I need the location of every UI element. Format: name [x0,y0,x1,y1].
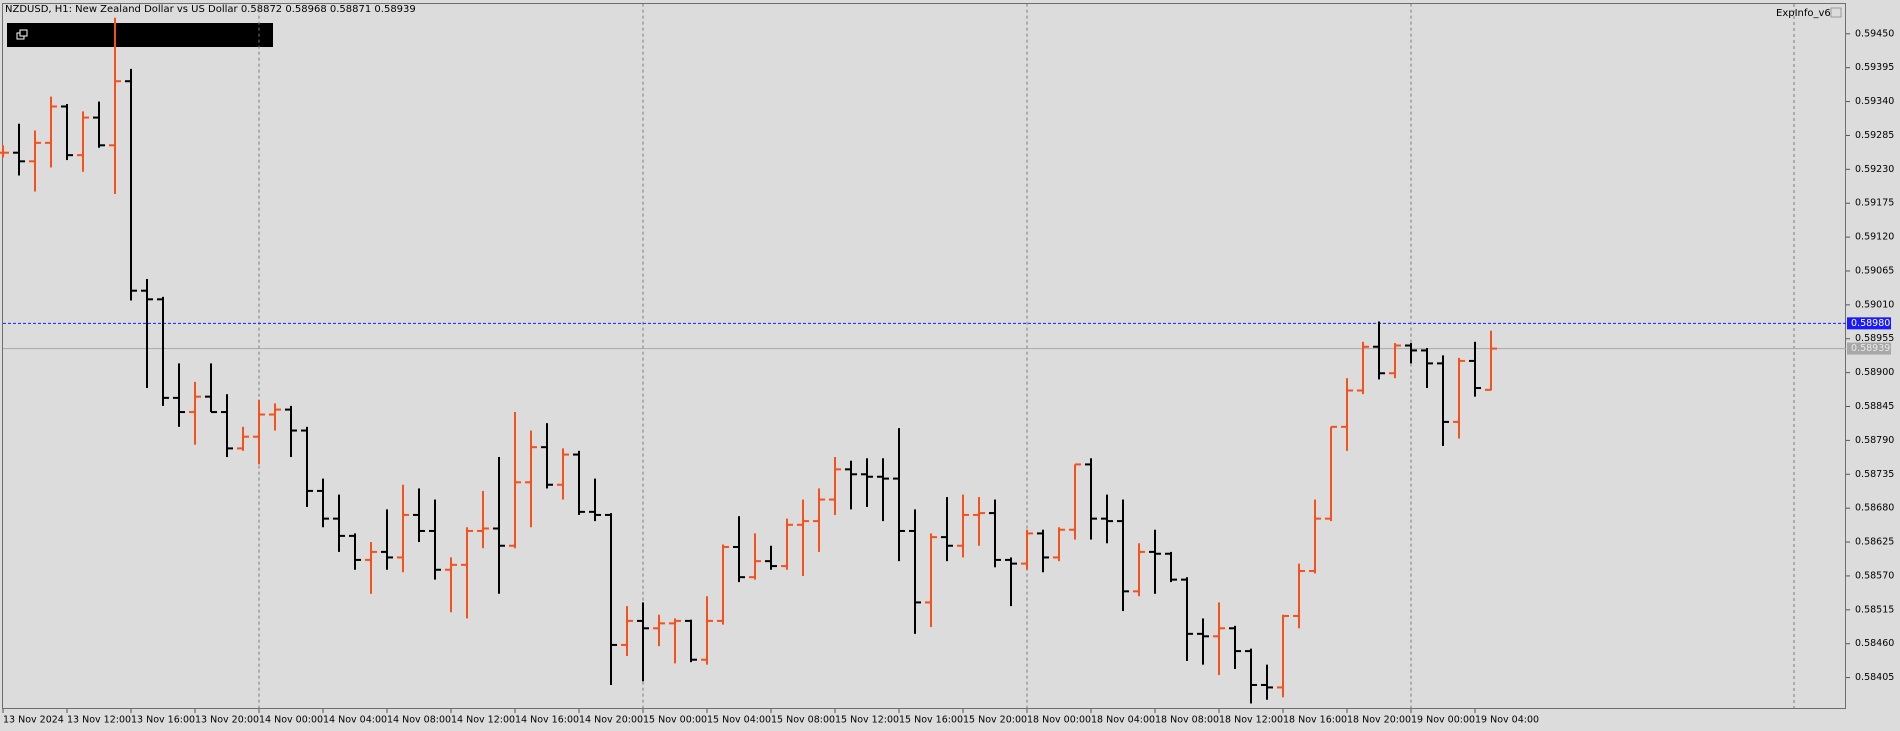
x-tick-label: 15 Nov 04:00 [707,715,771,726]
x-tick-label: 18 Nov 12:00 [1219,715,1283,726]
x-tick-label: 13 Nov 16:00 [131,715,195,726]
x-tick-label: 14 Nov 16:00 [515,715,579,726]
y-tick-label: 0.59065 [1855,265,1894,276]
y-tick-label: 0.59010 [1855,299,1894,310]
y-tick-label: 0.59120 [1855,232,1894,243]
y-tick-label: 0.58790 [1855,435,1894,446]
price-label: 0.58939 [1851,343,1890,354]
x-tick-label: 14 Nov 20:00 [579,715,643,726]
x-tick-label: 19 Nov 04:00 [1475,715,1539,726]
y-tick-label: 0.58625 [1855,537,1894,548]
x-tick-label: 15 Nov 08:00 [771,715,835,726]
plot-frame [2,3,1846,709]
x-tick-label: 15 Nov 12:00 [835,715,899,726]
x-tick-label: 14 Nov 08:00 [387,715,451,726]
icon-square [19,29,28,37]
y-tick-label: 0.58405 [1855,672,1894,683]
y-tick-label: 0.59340 [1855,96,1894,107]
y-tick-label: 0.58570 [1855,570,1894,581]
x-tick-label: 15 Nov 00:00 [643,715,707,726]
x-tick-label: 15 Nov 16:00 [899,715,963,726]
indicator-icon[interactable] [1830,7,1842,18]
x-tick-label: 18 Nov 08:00 [1155,715,1219,726]
x-tick-label: 14 Nov 12:00 [451,715,515,726]
indicator-label: ExpInfo_v6 [1776,8,1831,19]
y-tick-label: 0.59230 [1855,164,1894,175]
y-tick-label: 0.59285 [1855,130,1894,141]
y-tick-label: 0.58735 [1855,469,1894,480]
chart-title: NZDUSD, H1: New Zealand Dollar vs US Dol… [5,4,416,15]
price-label-box [1847,317,1891,330]
icon-box [1830,7,1842,18]
x-tick-label: 18 Nov 00:00 [1027,715,1091,726]
x-tick-label: 18 Nov 20:00 [1347,715,1411,726]
x-tick-label: 13 Nov 20:00 [195,715,259,726]
x-tick-label: 14 Nov 04:00 [323,715,387,726]
y-tick-label: 0.59450 [1855,28,1894,39]
x-tick-label: 13 Nov 12:00 [67,715,131,726]
panel-icon[interactable] [16,29,28,40]
x-tick-label: 18 Nov 16:00 [1283,715,1347,726]
y-tick-label: 0.58955 [1855,333,1894,344]
y-tick-label: 0.58680 [1855,503,1894,514]
y-tick-label: 0.58460 [1855,638,1894,649]
y-tick-label: 0.59175 [1855,198,1894,209]
price-label: 0.58980 [1851,318,1890,329]
y-tick-label: 0.59395 [1855,62,1894,73]
y-tick-label: 0.58900 [1855,367,1894,378]
y-tick-label: 0.58845 [1855,401,1894,412]
x-tick-label: 15 Nov 20:00 [963,715,1027,726]
price-label-box [1847,342,1891,355]
x-tick-label: 18 Nov 04:00 [1091,715,1155,726]
x-tick-label: 14 Nov 00:00 [259,715,323,726]
y-tick-label: 0.58515 [1855,604,1894,615]
x-tick-label: 19 Nov 00:00 [1411,715,1475,726]
trade-panel[interactable] [7,23,273,47]
x-tick-label: 13 Nov 2024 [3,715,64,726]
